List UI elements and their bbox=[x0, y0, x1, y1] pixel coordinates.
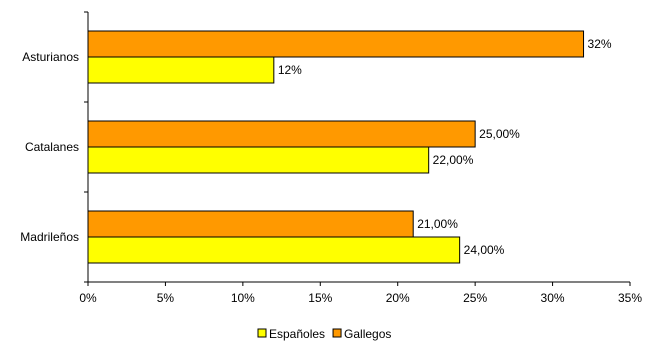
x-tick-label: 5% bbox=[157, 291, 175, 305]
x-tick-label: 30% bbox=[541, 291, 565, 305]
category-label-3: Madrileños bbox=[20, 230, 79, 244]
plot-area: 32% 12% 25,00% 22,00% 21,00% 24,00% bbox=[87, 30, 612, 264]
x-tick-label: 15% bbox=[308, 291, 332, 305]
bar-espaoles-2 bbox=[87, 146, 430, 174]
x-tick-label: 10% bbox=[231, 291, 255, 305]
x-tick-label: 20% bbox=[386, 291, 410, 305]
legend-label-espaoles: Españoles bbox=[269, 327, 325, 341]
legend-swatch-gallegos bbox=[332, 328, 342, 338]
x-tick-label: 25% bbox=[463, 291, 487, 305]
bar-espaoles-1 bbox=[87, 56, 275, 84]
data-label-gallegos-1: 32% bbox=[588, 37, 612, 51]
data-label-espaoles-1: 12% bbox=[278, 63, 302, 77]
legend: Españoles Gallegos bbox=[257, 327, 391, 341]
category-label-1: Asturianos bbox=[22, 50, 79, 64]
data-label-gallegos-2: 25,00% bbox=[479, 127, 520, 141]
bar-gallegos-3 bbox=[87, 210, 414, 238]
axes: Asturianos Catalanes Madrileños 0% 5% 10% 15% 2… bbox=[20, 11, 642, 305]
x-tick-label: 0% bbox=[79, 291, 97, 305]
legend-label-gallegos: Gallegos bbox=[344, 327, 391, 341]
bar-gallegos-2 bbox=[87, 120, 476, 148]
legend-swatch-espaoles bbox=[257, 328, 267, 338]
data-label-gallegos-3: 21,00% bbox=[417, 217, 458, 231]
bar-espaoles-3 bbox=[87, 236, 461, 264]
category-label-2: Catalanes bbox=[25, 140, 79, 154]
data-label-espaoles-3: 24,00% bbox=[464, 243, 505, 257]
x-tick-label: 35% bbox=[618, 291, 642, 305]
data-label-espaoles-2: 22,00% bbox=[433, 153, 474, 167]
bar-gallegos-1 bbox=[87, 30, 585, 58]
